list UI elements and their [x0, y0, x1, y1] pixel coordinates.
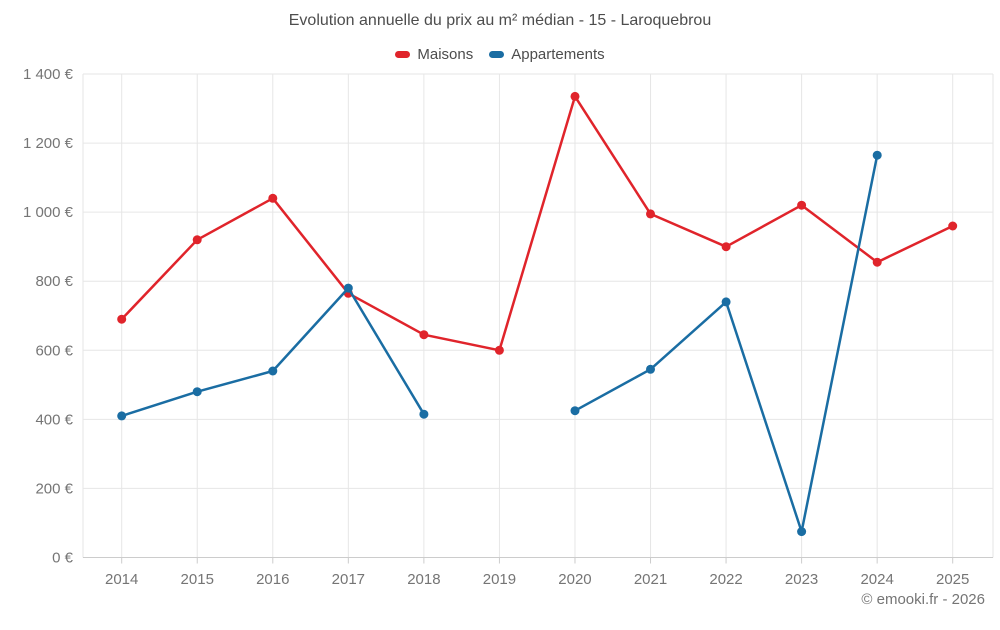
svg-text:2015: 2015: [181, 571, 214, 588]
svg-text:1 000 €: 1 000 €: [23, 204, 74, 221]
svg-text:400 €: 400 €: [35, 411, 73, 428]
svg-text:2018: 2018: [407, 571, 440, 588]
svg-text:2016: 2016: [256, 571, 289, 588]
legend-label-appartements: Appartements: [511, 46, 605, 63]
maisons-series-swatch-icon: [395, 51, 411, 58]
svg-text:200 €: 200 €: [35, 480, 73, 497]
svg-text:600 €: 600 €: [35, 342, 73, 359]
chart-legend: Maisons Appartements: [0, 46, 1000, 63]
svg-text:2022: 2022: [709, 571, 742, 588]
footer-credit: © emooki.fr - 2026: [861, 591, 985, 608]
svg-text:2020: 2020: [558, 571, 591, 588]
svg-text:1 200 €: 1 200 €: [23, 135, 74, 152]
svg-text:2019: 2019: [483, 571, 516, 588]
svg-text:2023: 2023: [785, 571, 818, 588]
legend-label-maisons: Maisons: [417, 46, 474, 63]
svg-text:2025: 2025: [936, 571, 969, 588]
svg-text:2017: 2017: [332, 571, 365, 588]
svg-text:2014: 2014: [105, 571, 138, 588]
svg-text:1 400 €: 1 400 €: [23, 66, 74, 83]
legend-item-maisons[interactable]: Maisons: [395, 46, 473, 63]
legend-item-appartements[interactable]: Appartements: [489, 46, 605, 63]
svg-text:2021: 2021: [634, 571, 667, 588]
chart-title: Evolution annuelle du prix au m² médian …: [288, 12, 712, 29]
appartements-series-swatch-icon: [489, 51, 505, 58]
svg-text:800 €: 800 €: [35, 273, 73, 290]
svg-text:2024: 2024: [860, 571, 893, 588]
svg-text:0 €: 0 €: [52, 550, 74, 567]
